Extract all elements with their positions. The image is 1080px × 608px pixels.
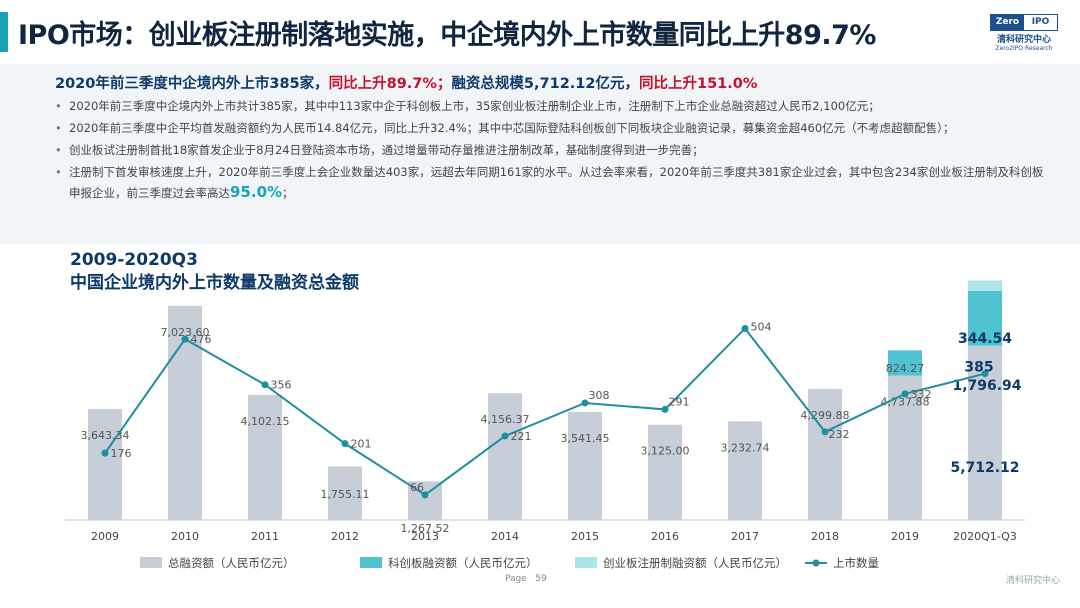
line-point-label: 504 xyxy=(751,320,772,333)
legend-swatch xyxy=(140,557,162,568)
legend-swatch xyxy=(360,557,382,568)
bar-total xyxy=(248,394,282,520)
line-point xyxy=(901,390,909,398)
line-listings xyxy=(104,326,986,497)
line-point xyxy=(741,324,749,332)
bar-kcb-label: 1,796.94 xyxy=(952,378,1021,394)
line-point-label: 332 xyxy=(911,388,932,401)
bar-kcb xyxy=(968,290,1002,346)
bar-total-label: 4,299.88 xyxy=(801,409,850,422)
bar-total xyxy=(808,388,842,520)
page-title: IPO市场：创业板注册制落地实施，中企境内外上市数量同比上升89.7% xyxy=(18,20,876,51)
x-tick-label: 2012 xyxy=(331,530,359,543)
bar-total-label: 3,125.00 xyxy=(641,445,690,458)
line-point xyxy=(421,491,429,499)
page-number: Page 59 xyxy=(505,574,547,584)
summary-headline: 2020年前三季度中企境内外上市385家，同比上升89.7%；融资总规模5,71… xyxy=(55,76,758,92)
bar-total-label: 4,156.37 xyxy=(481,413,530,426)
x-tick-label: 2014 xyxy=(491,530,519,543)
x-tick-label: 2016 xyxy=(651,530,679,543)
bar-total xyxy=(88,408,122,520)
legend-label: 创业板注册制融资额（人民币亿元） xyxy=(603,556,787,570)
line-point xyxy=(181,335,189,343)
line-point-label: 385 xyxy=(964,360,993,376)
line-point-label: 221 xyxy=(511,430,532,443)
bar-total-label: 7,023.60 xyxy=(161,326,210,339)
header-accent xyxy=(0,12,8,52)
bar-total-label: 5,712.12 xyxy=(950,460,1019,476)
x-tick-label: 2017 xyxy=(731,530,759,543)
bar-total xyxy=(328,466,362,520)
bullet-item: 创业板试注册制首批18家首发企业于8月24日登陆资本市场，通过增量带动存量推进注… xyxy=(55,140,1045,160)
line-point-label: 291 xyxy=(669,395,690,408)
bar-kcb-label: 824.27 xyxy=(886,362,925,375)
x-tick-label: 2020Q1-Q3 xyxy=(953,530,1017,543)
legend-marker xyxy=(812,559,820,567)
bar-total-label: 3,232.74 xyxy=(721,441,770,454)
line-point xyxy=(581,399,589,407)
line-point xyxy=(821,428,829,436)
line-point-label: 308 xyxy=(589,389,610,402)
legend-label: 科创板融资额（人民币亿元） xyxy=(388,556,538,570)
line-point xyxy=(101,449,109,457)
zero2ipo-logo: Zero IPO 清科研究中心 Zero2IPO Research xyxy=(990,14,1058,52)
bar-cyb xyxy=(968,280,1002,291)
bullet-item: 2020年前三季度中企平均首发融资额约为人民币14.84亿元，同比上升32.4%… xyxy=(55,118,1045,138)
line-point xyxy=(981,370,989,378)
bar-total-label: 1,755.11 xyxy=(321,488,370,501)
line-point-label: 201 xyxy=(351,438,372,451)
line-point-label: 66 xyxy=(410,481,424,494)
bar-total xyxy=(568,411,602,520)
line-point-label: 176 xyxy=(111,447,132,460)
line-point xyxy=(501,432,509,440)
x-tick-label: 2011 xyxy=(251,530,279,543)
line-point-label: 356 xyxy=(271,379,292,392)
bar-total xyxy=(728,421,762,520)
line-point-label: 476 xyxy=(191,333,212,346)
bar-total xyxy=(648,424,682,520)
bar-total xyxy=(488,393,522,520)
line-point-label: 232 xyxy=(829,428,850,441)
bar-total-label: 3,643.34 xyxy=(81,429,130,442)
footer-brand: 清科研究中心 xyxy=(1005,576,1060,586)
x-tick-label: 2019 xyxy=(891,530,919,543)
bar-cyb-label: 344.54 xyxy=(958,331,1012,347)
bullet-item: 注册制下首发审核速度上升，2020年前三季度上会企业数量达403家，远超去年同期… xyxy=(55,162,1045,203)
line-point xyxy=(661,405,669,413)
bar-total-label: 3,541.45 xyxy=(561,432,610,445)
header-bar: IPO市场：创业板注册制落地实施，中企境内外上市数量同比上升89.7% Zero… xyxy=(0,0,1080,65)
legend-label: 总融资额（人民币亿元） xyxy=(168,556,295,570)
bullet-item: 2020年前三季度中企境内外上市共计385家，其中中113家中企于科创板上市，3… xyxy=(55,96,1045,116)
x-tick-label: 2010 xyxy=(171,530,199,543)
x-tick-label: 2009 xyxy=(91,530,119,543)
bar-total-label: 4,102.15 xyxy=(241,415,290,428)
legend-label: 上市数量 xyxy=(833,556,879,570)
line-point xyxy=(261,381,269,389)
bar-kcb xyxy=(888,350,922,376)
bar-total-label: 1,267.52 xyxy=(401,522,450,535)
bullet-list: 2020年前三季度中企境内外上市共计385家，其中中113家中企于科创板上市，3… xyxy=(55,96,1045,205)
x-tick-label: 2013 xyxy=(411,530,439,543)
x-tick-label: 2018 xyxy=(811,530,839,543)
x-tick-label: 2015 xyxy=(571,530,599,543)
legend-swatch xyxy=(575,557,597,568)
chart-title: 2009-2020Q3 中国企业境内外上市数量及融资总金额 xyxy=(70,250,359,293)
line-point xyxy=(341,440,349,448)
